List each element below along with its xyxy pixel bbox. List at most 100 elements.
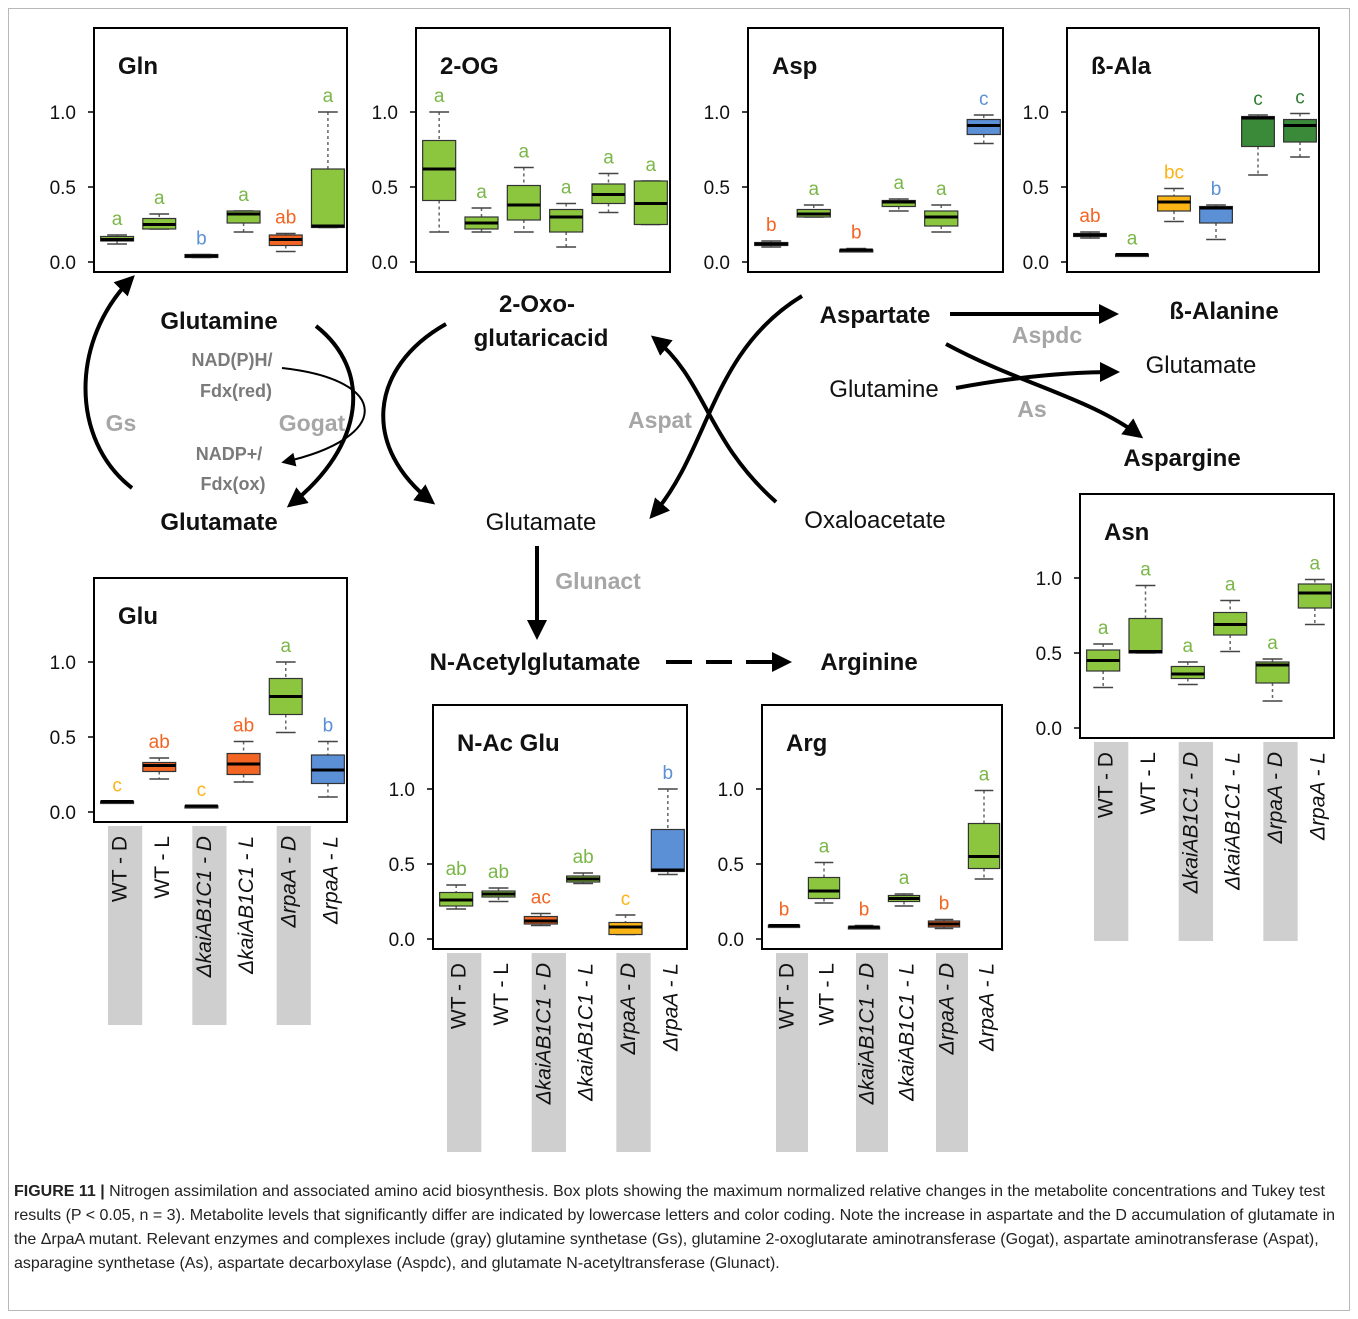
enzyme-aspat: Aspat bbox=[628, 407, 692, 433]
significance-letter: a bbox=[323, 86, 334, 107]
significance-letter: c bbox=[1295, 88, 1305, 109]
tick-label: 0.0 bbox=[50, 803, 76, 824]
enzyme-as: As bbox=[1017, 396, 1046, 422]
label-beta-alanine: ß-Alanine bbox=[1169, 298, 1278, 325]
category-label: WT - L bbox=[490, 963, 513, 1026]
category-label: ΔrpaA - L bbox=[659, 963, 682, 1052]
enzyme-glunact: Glunact bbox=[555, 568, 641, 594]
box-1: a bbox=[1128, 560, 1163, 654]
box-5: b bbox=[310, 716, 345, 798]
box-0: b bbox=[754, 215, 789, 248]
tick-label: 0.5 bbox=[50, 178, 76, 199]
significance-letter: ab bbox=[488, 862, 509, 883]
box-body bbox=[310, 168, 345, 229]
significance-letter: b bbox=[323, 716, 334, 737]
box-0: b bbox=[767, 900, 801, 929]
box-0: a bbox=[1086, 618, 1121, 689]
box-4: c bbox=[1241, 89, 1275, 176]
box-2: b bbox=[839, 223, 874, 253]
box-3: a bbox=[226, 185, 261, 233]
label-oxo-line2: glutaricacid bbox=[474, 325, 609, 352]
box-4: a bbox=[924, 179, 959, 233]
cofactor-fdx-ox: Fdx(ox) bbox=[201, 474, 266, 494]
box-0: ab bbox=[439, 859, 474, 910]
tick-label: 0.0 bbox=[50, 253, 76, 274]
category-label: ΔrpaA - L bbox=[1306, 752, 1329, 841]
tick-label: 1.0 bbox=[372, 103, 398, 124]
tick-label: 0.5 bbox=[389, 855, 415, 876]
plot-frame bbox=[93, 27, 348, 273]
cofactor-nadp: NADP+/ bbox=[196, 444, 263, 464]
significance-letter: a bbox=[1267, 633, 1278, 654]
significance-letter: b bbox=[663, 763, 674, 784]
tick-label: 0.5 bbox=[1036, 644, 1062, 665]
box-body bbox=[1283, 118, 1317, 143]
as-arrow-glutamate bbox=[955, 362, 1120, 390]
significance-letter: c bbox=[621, 889, 631, 910]
box-4: c bbox=[608, 889, 643, 936]
box-3: b bbox=[1199, 179, 1233, 241]
plot-frame bbox=[1079, 493, 1335, 739]
box-3: ab bbox=[226, 716, 261, 783]
box-body bbox=[1128, 617, 1163, 654]
significance-letter: c bbox=[1253, 89, 1263, 110]
category-label: ΔrpaA - D bbox=[617, 963, 640, 1056]
tick-label: 1.0 bbox=[50, 653, 76, 674]
box-4: a bbox=[1255, 633, 1290, 702]
category-label: ΔkaiAB1C1 - L bbox=[235, 836, 258, 975]
aspat-arrow-glutamate bbox=[649, 294, 804, 520]
box-plot-6: Arg 0.0 0.5 1.0 b a b a b a WT - D WT - L ΔkaiAB1C1 … bbox=[718, 704, 1003, 1152]
category-label: ΔkaiAB1C1 - L bbox=[575, 963, 598, 1102]
significance-letter: b bbox=[859, 900, 870, 921]
category-shade bbox=[447, 953, 482, 1152]
category-label: WT - D bbox=[776, 963, 799, 1029]
category-label: ΔkaiAB1C1 - D bbox=[1179, 752, 1202, 894]
enzyme-gs: Gs bbox=[106, 410, 137, 436]
box-1: a bbox=[1115, 229, 1149, 258]
label-glutamate-center: Glutamate bbox=[486, 509, 597, 536]
box-2: b bbox=[184, 229, 219, 259]
box-2: a bbox=[1170, 636, 1205, 686]
box-5: a bbox=[310, 86, 345, 229]
box-1: a bbox=[464, 182, 499, 233]
category-label: WT - L bbox=[816, 963, 839, 1026]
significance-letter: bc bbox=[1164, 163, 1184, 184]
significance-letter: ab bbox=[149, 732, 170, 753]
significance-letter: b bbox=[766, 215, 777, 236]
tick-label: 0.0 bbox=[1036, 719, 1062, 740]
category-shade bbox=[776, 953, 808, 1152]
box-2: c bbox=[184, 780, 219, 809]
significance-letter: c bbox=[979, 89, 989, 110]
box-5: a bbox=[1297, 554, 1332, 626]
category-label: ΔkaiAB1C1 - L bbox=[1222, 752, 1245, 891]
enzyme-aspdc: Aspdc bbox=[1012, 322, 1083, 348]
label-aspargine: Aspargine bbox=[1123, 445, 1240, 472]
box-3: a bbox=[1213, 575, 1248, 653]
box-3: a bbox=[881, 173, 916, 212]
gogat-arrow-center bbox=[381, 322, 447, 505]
significance-letter: b bbox=[851, 223, 862, 244]
category-label: ΔrpaA - L bbox=[976, 963, 999, 1052]
significance-letter: ab bbox=[275, 208, 296, 229]
significance-letter: a bbox=[280, 636, 291, 657]
box-3: ab bbox=[566, 847, 601, 885]
box-5: c bbox=[966, 89, 1001, 145]
significance-letter: ab bbox=[573, 847, 594, 868]
as-arrow-aspargine bbox=[945, 342, 1144, 439]
category-label: WT - L bbox=[1137, 752, 1160, 815]
label-arginine: Arginine bbox=[820, 649, 917, 676]
box-body bbox=[1255, 661, 1290, 684]
plot-frame bbox=[432, 704, 688, 950]
caption-label: FIGURE 11 | bbox=[14, 1183, 105, 1200]
category-shade bbox=[1094, 742, 1129, 941]
plot-frame bbox=[747, 27, 1004, 273]
category-label: WT - L bbox=[151, 836, 174, 899]
box-plot-2: Asp 0.0 0.5 1.0 b a b a a c bbox=[704, 27, 1004, 274]
box-0: c bbox=[100, 776, 135, 805]
significance-letter: b bbox=[196, 229, 207, 250]
box-0: a bbox=[422, 86, 457, 233]
box-0: ab bbox=[1073, 206, 1107, 239]
box-5: a bbox=[633, 155, 668, 226]
category-label: ΔkaiAB1C1 - D bbox=[193, 836, 216, 978]
